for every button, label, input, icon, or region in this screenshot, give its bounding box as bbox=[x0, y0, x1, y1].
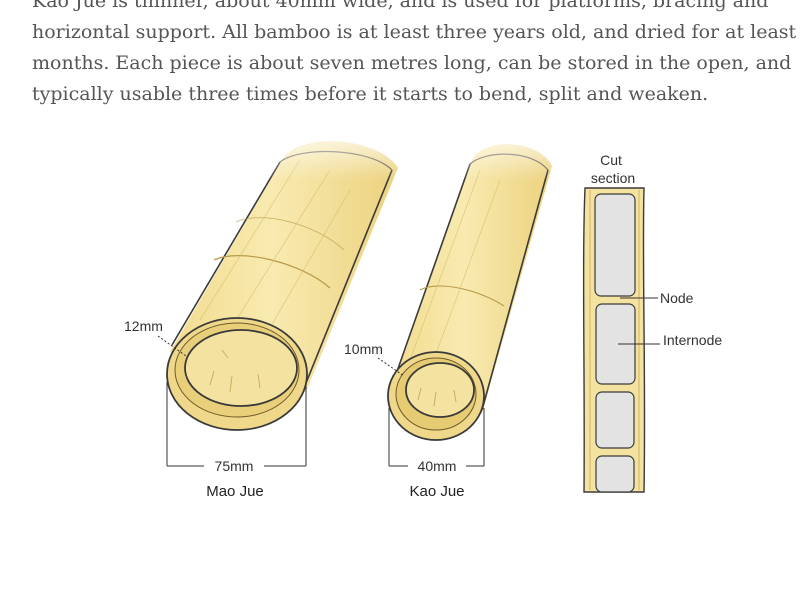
mao-jue-wall-label: 12mm bbox=[124, 318, 163, 334]
cut-section-title-line1: Cut bbox=[600, 152, 622, 168]
mao-jue-bamboo bbox=[166, 120, 420, 431]
kao-jue-tube-outline-right bbox=[481, 169, 549, 411]
cut-section-internode-cavity bbox=[594, 193, 636, 297]
cut-section-title-line2: section bbox=[591, 170, 635, 186]
kao-jue-inner-shading bbox=[417, 387, 457, 407]
mao-jue-wall-callout: 12mm bbox=[124, 318, 187, 357]
mao-jue-node-ring bbox=[213, 255, 331, 289]
kao-jue-dimension: 40mm Kao Jue bbox=[388, 408, 485, 500]
node-label: Node bbox=[660, 290, 694, 306]
article-line: Kao Jue is thinner, about 40mm wide, and… bbox=[32, 0, 769, 12]
mao-jue-tube-outline-left bbox=[171, 161, 281, 346]
cut-section-internode-cavity bbox=[595, 455, 635, 493]
kao-jue-diameter-label: 40mm bbox=[418, 458, 457, 474]
kao-jue-fiber-line bbox=[409, 169, 501, 371]
mao-jue-fiber-line bbox=[199, 159, 351, 346]
article-line: typically usable three times before it s… bbox=[32, 83, 709, 105]
internode-label: Internode bbox=[663, 332, 722, 348]
article-line: horizontal support. All bamboo is at lea… bbox=[32, 21, 800, 43]
mao-jue-fade bbox=[260, 120, 420, 180]
kao-jue-tube-body bbox=[392, 144, 552, 415]
kao-jue-name-label: Kao Jue bbox=[409, 483, 464, 500]
mao-jue-node-ring bbox=[235, 217, 345, 251]
kao-jue-tube-outline-left bbox=[393, 163, 471, 381]
mao-jue-name-label: Mao Jue bbox=[206, 483, 264, 500]
cut-section-internode-cavity bbox=[595, 391, 635, 449]
mao-jue-dimension: 75mm Mao Jue bbox=[166, 382, 307, 500]
article-paragraph: Kao Jue is thinner, about 40mm wide, and… bbox=[32, 0, 800, 110]
cut-section-diagram: Cut section Node Internode bbox=[582, 152, 722, 493]
kao-jue-bamboo bbox=[387, 120, 570, 441]
kao-jue-wall-callout: 10mm bbox=[344, 341, 405, 377]
mao-jue-tube-outline-right bbox=[303, 169, 393, 389]
article-line: months. Each piece is about seven metres… bbox=[32, 52, 792, 74]
kao-jue-end-inner bbox=[405, 362, 475, 418]
kao-jue-wall-label: 10mm bbox=[344, 341, 383, 357]
mao-jue-end-inner bbox=[184, 329, 298, 407]
mao-jue-diameter-label: 75mm bbox=[215, 458, 254, 474]
kao-jue-fade bbox=[460, 120, 570, 180]
mao-jue-inner-shading bbox=[209, 349, 261, 393]
